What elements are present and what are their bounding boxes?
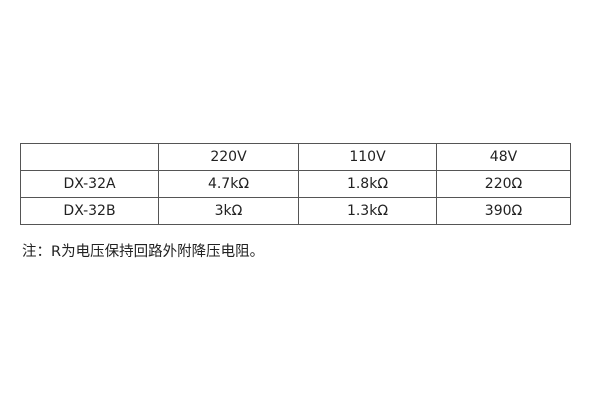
header-cell xyxy=(20,143,159,171)
table-cell: 1.8kΩ xyxy=(298,170,437,198)
table-cell: 3kΩ xyxy=(158,197,299,225)
table-row: DX-32A 4.7kΩ 1.8kΩ 220Ω xyxy=(20,170,571,198)
table-cell: 390Ω xyxy=(436,197,571,225)
header-cell: 110V xyxy=(298,143,437,171)
table-cell: 4.7kΩ xyxy=(158,170,299,198)
table-row: DX-32B 3kΩ 1.3kΩ 390Ω xyxy=(20,197,571,225)
row-label: DX-32A xyxy=(20,170,159,198)
header-cell: 220V xyxy=(158,143,299,171)
resistance-table: 220V 110V 48V DX-32A 4.7kΩ 1.8kΩ 220Ω DX… xyxy=(20,143,571,225)
header-cell: 48V xyxy=(436,143,571,171)
row-label: DX-32B xyxy=(20,197,159,225)
table-cell: 1.3kΩ xyxy=(298,197,437,225)
footnote: 注：R为电压保持回路外附降压电阻。 xyxy=(22,244,265,260)
table-cell: 220Ω xyxy=(436,170,571,198)
table-header-row: 220V 110V 48V xyxy=(20,143,571,171)
